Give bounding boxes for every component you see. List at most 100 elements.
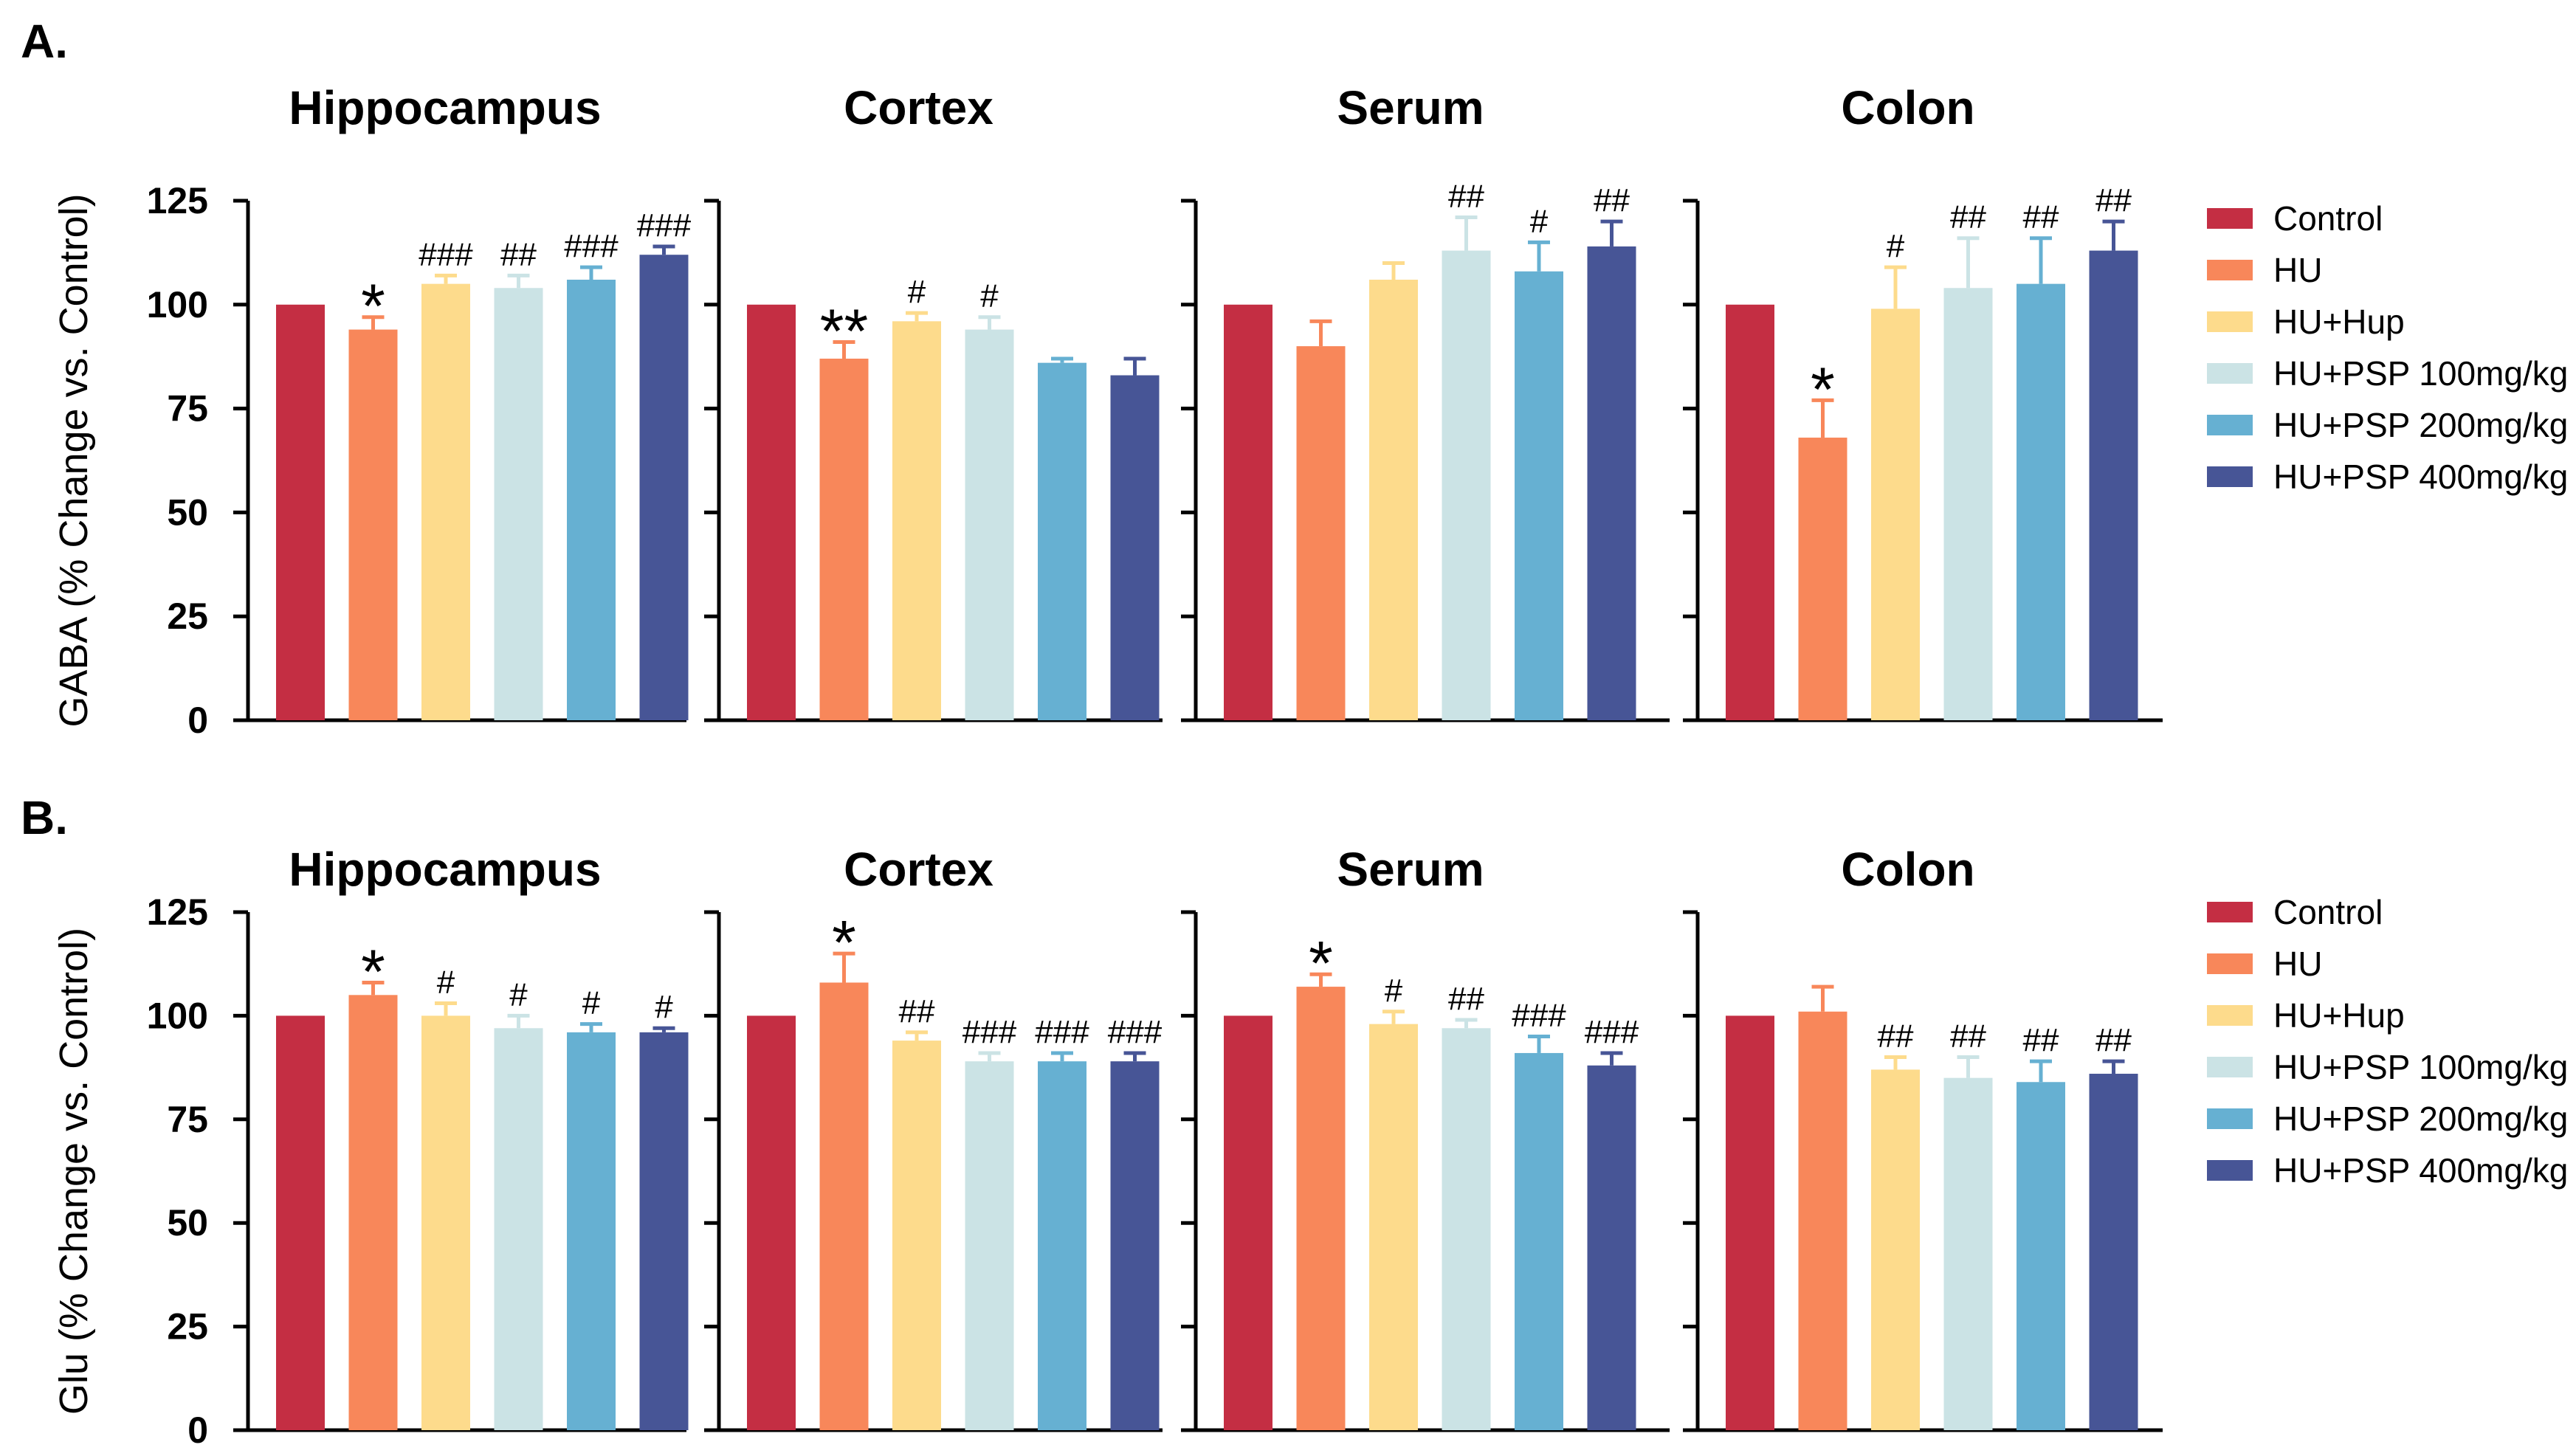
legend-label: HU bbox=[2273, 945, 2322, 983]
y-axis-label: Glu (% Change vs. Control) bbox=[52, 928, 96, 1415]
y-tick-label: 0 bbox=[187, 1410, 208, 1451]
y-tick-label: 75 bbox=[167, 388, 208, 429]
y-tick-label: 50 bbox=[167, 1202, 208, 1243]
legend-label: HU+PSP 200mg/kg bbox=[2273, 406, 2568, 444]
significance-marker: * bbox=[832, 908, 856, 977]
significance-marker: ## bbox=[1594, 182, 1630, 218]
bar-hu bbox=[819, 359, 869, 720]
legend-swatch bbox=[2207, 363, 2253, 384]
legend-label: HU+PSP 400mg/kg bbox=[2273, 1151, 2568, 1190]
bar-hu-psp-200mg-kg bbox=[2017, 283, 2065, 720]
region-title: Hippocampus bbox=[289, 81, 601, 134]
y-axis-label: GABA (% Change vs. Control) bbox=[52, 193, 96, 727]
significance-marker: ## bbox=[1448, 179, 1484, 215]
legend-swatch bbox=[2207, 260, 2253, 280]
significance-marker: ## bbox=[2023, 199, 2059, 235]
significance-marker: ### bbox=[564, 228, 619, 264]
legend-swatch bbox=[2207, 902, 2253, 922]
bar-hu bbox=[1296, 987, 1346, 1430]
y-tick-label: 100 bbox=[147, 995, 208, 1036]
bar-control bbox=[747, 304, 796, 720]
legend-swatch bbox=[2207, 1057, 2253, 1077]
significance-marker: # bbox=[908, 274, 926, 310]
bar-hu-hup bbox=[1369, 280, 1418, 720]
bar-hu-psp-200mg-kg bbox=[567, 280, 616, 720]
significance-marker: ### bbox=[637, 207, 692, 244]
bar-hu-psp-400mg-kg bbox=[2089, 250, 2138, 721]
legend-swatch bbox=[2207, 1108, 2253, 1129]
significance-marker: # bbox=[1530, 203, 1549, 239]
panel-label: A. bbox=[21, 15, 68, 68]
significance-marker: # bbox=[1887, 228, 1905, 264]
y-tick-label: 100 bbox=[147, 284, 208, 325]
bar-control bbox=[1224, 304, 1272, 720]
significance-marker: # bbox=[655, 989, 673, 1025]
significance-marker: ## bbox=[899, 993, 935, 1029]
legend-label: HU bbox=[2273, 251, 2322, 289]
bar-control bbox=[276, 304, 325, 720]
bar-hu-psp-100mg-kg bbox=[494, 1028, 543, 1430]
legend-swatch bbox=[2207, 1005, 2253, 1026]
legend-label: HU+PSP 100mg/kg bbox=[2273, 1048, 2568, 1086]
legend-label: HU+PSP 200mg/kg bbox=[2273, 1100, 2568, 1138]
legend-label: HU+Hup bbox=[2273, 996, 2405, 1035]
bar-control bbox=[276, 1015, 325, 1430]
region-title: Hippocampus bbox=[289, 843, 601, 896]
bar-hu-hup bbox=[1871, 1069, 1920, 1430]
bar-hu-psp-200mg-kg bbox=[1038, 1061, 1086, 1430]
y-tick-label: 50 bbox=[167, 491, 208, 533]
bar-hu-psp-400mg-kg bbox=[639, 1032, 689, 1430]
significance-marker: ** bbox=[820, 296, 868, 365]
significance-marker: ### bbox=[1512, 997, 1566, 1033]
bar-hu bbox=[819, 982, 869, 1430]
bar-control bbox=[1726, 304, 1774, 720]
bar-hu-psp-200mg-kg bbox=[1515, 271, 1563, 720]
legend-label: Control bbox=[2273, 893, 2383, 931]
significance-marker: ## bbox=[1950, 1018, 1986, 1055]
bar-hu-psp-100mg-kg bbox=[965, 329, 1014, 720]
significance-marker: ### bbox=[1585, 1014, 1639, 1050]
legend-swatch bbox=[2207, 415, 2253, 435]
significance-marker: ## bbox=[1878, 1018, 1914, 1055]
bar-hu-hup bbox=[421, 283, 470, 720]
bar-hu-psp-100mg-kg bbox=[965, 1061, 1014, 1430]
legend-swatch bbox=[2207, 953, 2253, 974]
bar-hu-hup bbox=[892, 321, 941, 720]
bar-hu-psp-400mg-kg bbox=[1110, 1061, 1160, 1430]
region-title: Cortex bbox=[844, 81, 993, 134]
bar-hu bbox=[1798, 438, 1847, 720]
legend-swatch bbox=[2207, 311, 2253, 332]
significance-marker: ## bbox=[1448, 981, 1484, 1017]
y-tick-label: 25 bbox=[167, 1306, 208, 1348]
significance-marker: * bbox=[361, 936, 385, 1006]
region-title: Colon bbox=[1841, 843, 1974, 896]
significance-marker: # bbox=[980, 278, 999, 314]
bar-hu-psp-200mg-kg bbox=[2017, 1082, 2065, 1430]
significance-marker: ### bbox=[1108, 1014, 1163, 1050]
bar-hu-psp-100mg-kg bbox=[1442, 250, 1491, 721]
bar-hu-psp-200mg-kg bbox=[1515, 1052, 1563, 1430]
significance-marker: # bbox=[582, 985, 601, 1021]
significance-marker: ### bbox=[1035, 1014, 1089, 1050]
significance-marker: * bbox=[1811, 354, 1835, 424]
significance-marker: ### bbox=[962, 1014, 1017, 1050]
bar-hu-psp-100mg-kg bbox=[1943, 1077, 1993, 1430]
bar-hu-psp-100mg-kg bbox=[1943, 288, 1993, 721]
significance-marker: # bbox=[509, 976, 528, 1012]
bar-hu bbox=[1798, 1011, 1847, 1430]
y-tick-label: 0 bbox=[187, 700, 208, 741]
legend-label: Control bbox=[2273, 199, 2383, 238]
significance-marker: ## bbox=[1950, 199, 1986, 235]
legend-swatch bbox=[2207, 1160, 2253, 1181]
region-title: Serum bbox=[1337, 843, 1484, 896]
y-tick-label: 75 bbox=[167, 1099, 208, 1140]
y-tick-label: 25 bbox=[167, 596, 208, 637]
significance-marker: ## bbox=[2095, 1022, 2132, 1058]
bar-hu bbox=[348, 995, 398, 1430]
bar-hu-hup bbox=[1871, 308, 1920, 720]
bar-hu-psp-400mg-kg bbox=[1587, 1065, 1636, 1430]
legend-label: HU+Hup bbox=[2273, 303, 2405, 341]
legend-label: HU+PSP 100mg/kg bbox=[2273, 354, 2568, 393]
bar-hu-hup bbox=[892, 1041, 941, 1430]
